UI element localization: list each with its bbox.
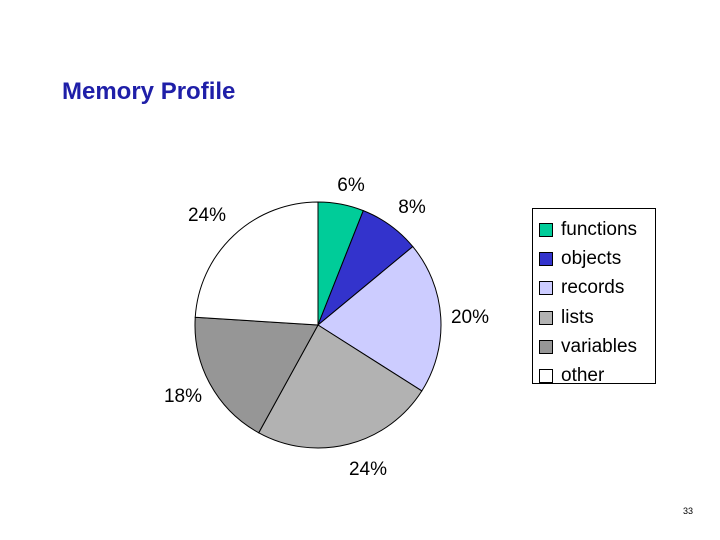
page-number: 33 — [683, 506, 694, 516]
pie-slice-records — [317, 245, 442, 392]
legend-item-variables: variables — [539, 332, 655, 361]
legend-label-functions: functions — [561, 218, 638, 240]
legend-swatch-variables — [539, 339, 553, 354]
legend-item-lists: lists — [539, 303, 655, 332]
legend-label-other: other — [561, 365, 605, 387]
pie-slice-other — [194, 201, 319, 326]
legend-swatch-other — [539, 369, 553, 384]
pie-slice-variables — [194, 316, 319, 434]
data-label-other: 24% — [188, 205, 226, 226]
data-label-objects: 8% — [398, 197, 426, 218]
legend-swatch-functions — [539, 222, 553, 237]
data-label-variables: 18% — [164, 386, 202, 407]
legend-item-functions: functions — [539, 215, 655, 244]
legend-swatch-lists — [539, 310, 553, 325]
legend-label-lists: lists — [561, 306, 594, 328]
data-label-functions: 6% — [337, 175, 365, 196]
legend-label-variables: variables — [561, 335, 638, 357]
data-label-records: 20% — [451, 307, 489, 328]
chart-legend: functions objects records lists variables oth… — [532, 208, 656, 386]
data-label-lists: 24% — [349, 459, 387, 480]
legend-swatch-objects — [539, 251, 553, 266]
legend-label-records: records — [561, 277, 625, 299]
slide-title: Memory Profile — [62, 78, 236, 105]
legend-label-objects: objects — [561, 247, 622, 269]
legend-item-other: other — [539, 361, 655, 390]
legend-item-records: records — [539, 274, 655, 303]
legend-swatch-records — [539, 281, 553, 296]
legend-item-objects: objects — [539, 244, 655, 273]
pie-slice-lists — [258, 324, 423, 449]
